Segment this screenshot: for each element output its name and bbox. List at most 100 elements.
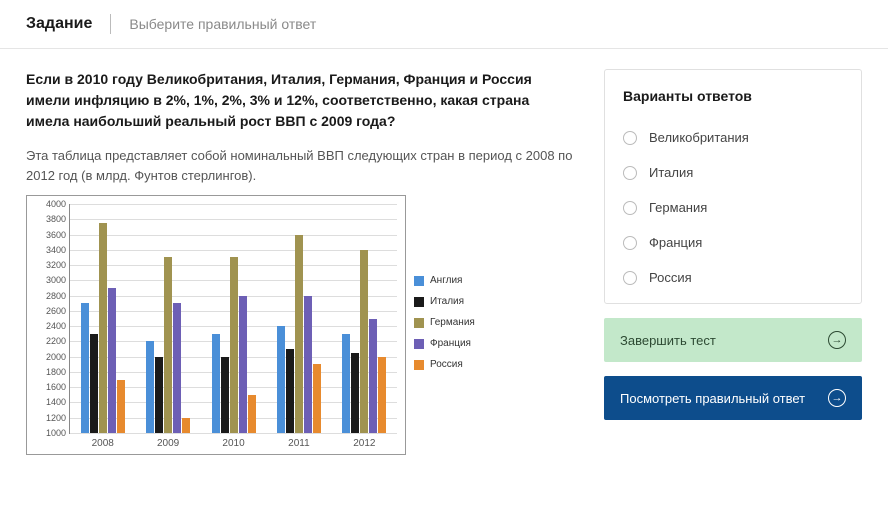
answers-title: Варианты ответов <box>623 88 843 104</box>
finish-label: Завершить тест <box>620 333 716 348</box>
bar <box>239 296 247 433</box>
y-axis-label: 3200 <box>34 260 66 270</box>
bar <box>182 418 190 433</box>
legend-item: Германия <box>414 317 504 328</box>
y-axis-label: 1800 <box>34 367 66 377</box>
chart-container: 1000 1200 1400 1600 1800 2000 2200 2400 2600 2800… <box>26 195 576 455</box>
answers-column: Варианты ответов Великобритания Италия Гер… <box>604 69 862 455</box>
legend-item: Италия <box>414 296 504 307</box>
legend-swatch <box>414 276 424 286</box>
y-axis-label: 3000 <box>34 275 66 285</box>
y-axis-label: 2200 <box>34 336 66 346</box>
answer-option[interactable]: Италия <box>623 155 843 190</box>
legend-swatch <box>414 339 424 349</box>
bar <box>295 235 303 433</box>
bar <box>277 326 285 433</box>
show-answer-button[interactable]: Посмотреть правильный ответ → <box>604 376 862 420</box>
x-axis-label: 2008 <box>70 438 135 449</box>
divider <box>110 14 111 34</box>
y-axis-label: 3400 <box>34 245 66 255</box>
bar <box>212 334 220 433</box>
page-title: Задание <box>26 15 92 33</box>
bar <box>173 303 181 433</box>
bar <box>155 357 163 433</box>
x-axis-label: 2011 <box>266 438 331 449</box>
header: Задание Выберите правильный ответ <box>0 0 888 49</box>
y-axis-label: 2400 <box>34 321 66 331</box>
y-axis-label: 2800 <box>34 291 66 301</box>
arrow-right-icon: → <box>828 331 846 349</box>
answer-label: Великобритания <box>649 130 749 145</box>
answer-label: Франция <box>649 235 702 250</box>
answer-option[interactable]: Россия <box>623 260 843 295</box>
bar <box>360 250 368 433</box>
x-axis-label: 2009 <box>135 438 200 449</box>
legend-label: Италия <box>430 296 464 307</box>
question-text: Если в 2010 году Великобритания, Италия,… <box>26 69 576 132</box>
bar <box>164 257 172 433</box>
y-axis-label: 1000 <box>34 428 66 438</box>
legend-label: Германия <box>430 317 475 328</box>
y-axis-label: 3600 <box>34 230 66 240</box>
bar <box>117 380 125 433</box>
bar <box>351 353 359 433</box>
radio-icon <box>623 236 637 250</box>
answer-option[interactable]: Великобритания <box>623 120 843 155</box>
legend-label: Франция <box>430 338 471 349</box>
legend-label: Россия <box>430 359 463 370</box>
finish-test-button[interactable]: Завершить тест → <box>604 318 862 362</box>
legend-label: Англия <box>430 275 462 286</box>
radio-icon <box>623 131 637 145</box>
legend-swatch <box>414 297 424 307</box>
radio-icon <box>623 271 637 285</box>
answers-box: Варианты ответов Великобритания Италия Гер… <box>604 69 862 304</box>
show-answer-label: Посмотреть правильный ответ <box>620 391 805 406</box>
x-axis-label: 2012 <box>332 438 397 449</box>
legend-item: Франция <box>414 338 504 349</box>
answer-label: Италия <box>649 165 693 180</box>
bar-chart: 1000 1200 1400 1600 1800 2000 2200 2400 2600 2800… <box>26 195 406 455</box>
answer-option[interactable]: Германия <box>623 190 843 225</box>
bar-group: 2012 <box>332 204 397 433</box>
bar <box>342 334 350 433</box>
bar <box>248 395 256 433</box>
bar <box>286 349 294 433</box>
bar <box>99 223 107 433</box>
plot-area: 1000120014001600180020002200240026002800… <box>69 204 397 434</box>
answers-list: Великобритания Италия Германия Франция Росси… <box>623 120 843 295</box>
chart-legend: Англия Италия Германия Франция Россия <box>414 195 504 455</box>
bar-group: 2011 <box>266 204 331 433</box>
y-axis-label: 3800 <box>34 214 66 224</box>
y-axis-label: 4000 <box>34 199 66 209</box>
y-axis-label: 1600 <box>34 382 66 392</box>
arrow-right-icon: → <box>828 389 846 407</box>
page-subtitle: Выберите правильный ответ <box>129 16 316 32</box>
bar-group: 2009 <box>135 204 200 433</box>
bars-region: 20082009201020112012 <box>70 204 397 433</box>
bar <box>369 319 377 434</box>
answer-label: Россия <box>649 270 692 285</box>
question-column: Если в 2010 году Великобритания, Италия,… <box>26 69 576 455</box>
content: Если в 2010 году Великобритания, Италия,… <box>0 49 888 475</box>
bar <box>108 288 116 433</box>
bar <box>378 357 386 433</box>
bar <box>81 303 89 433</box>
y-axis-label: 2000 <box>34 352 66 362</box>
legend-item: Англия <box>414 275 504 286</box>
answer-label: Германия <box>649 200 707 215</box>
legend-swatch <box>414 318 424 328</box>
bar <box>304 296 312 433</box>
bar <box>221 357 229 433</box>
y-axis-label: 2600 <box>34 306 66 316</box>
radio-icon <box>623 166 637 180</box>
x-axis-label: 2010 <box>201 438 266 449</box>
bar <box>313 364 321 433</box>
legend-item: Россия <box>414 359 504 370</box>
answer-option[interactable]: Франция <box>623 225 843 260</box>
bar-group: 2010 <box>201 204 266 433</box>
bar <box>90 334 98 433</box>
y-axis-label: 1400 <box>34 397 66 407</box>
y-axis-label: 1200 <box>34 413 66 423</box>
radio-icon <box>623 201 637 215</box>
question-description: Эта таблица представляет собой номинальн… <box>26 146 576 185</box>
